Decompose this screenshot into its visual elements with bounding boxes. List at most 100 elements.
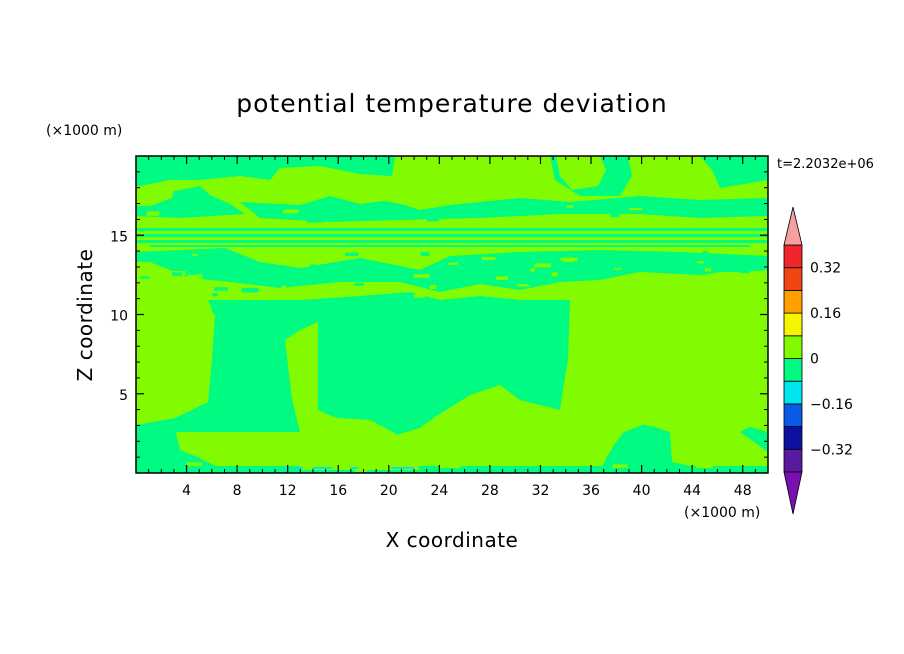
speckle [281, 285, 287, 289]
x-tick-label: 44 [683, 483, 701, 499]
x-axis-label: X coordinate [386, 528, 519, 552]
speckle [534, 263, 551, 268]
speckle [185, 465, 195, 469]
x-axis: 4 8 12 16 20 24 28 32 36 40 44 48 [148, 156, 756, 499]
speckle [608, 213, 612, 217]
speckle [425, 468, 435, 473]
speckle-cyan [396, 467, 405, 469]
region-central-low [136, 292, 580, 440]
speckle [629, 208, 643, 211]
colorbar-over-arrow [783, 206, 803, 246]
region-top-mid [460, 156, 768, 196]
speckle [448, 262, 459, 265]
speckle [140, 276, 150, 279]
speckle [704, 268, 712, 272]
speckle-cyan [318, 467, 327, 469]
speckle [212, 293, 218, 297]
speckle [612, 464, 628, 468]
y-tick-label: 15 [110, 229, 128, 245]
speckle [306, 217, 324, 223]
colorbar-segment [783, 289, 803, 314]
speckle [344, 252, 359, 257]
speckle [354, 282, 364, 286]
speckle [553, 462, 568, 465]
speckle [429, 285, 437, 290]
speckle [420, 252, 430, 257]
x-tick-label: 36 [582, 483, 600, 499]
colorbar-tick-label: 0 [810, 352, 819, 368]
colorbar-segment [783, 403, 803, 427]
patch-left [136, 270, 212, 418]
patch-lower-center2 [440, 392, 505, 468]
colorbar: −0.32 −0.16 0 0.16 0.32 [783, 206, 853, 515]
speckle-cyan [282, 467, 290, 469]
region-top-left [136, 156, 395, 186]
speckle [589, 209, 598, 212]
speckle [635, 209, 647, 212]
speckle-cyan [323, 467, 333, 469]
speckle [495, 276, 509, 280]
colorbar-tick-label: 0.32 [810, 261, 841, 277]
y-axis-label: Z coordinate [73, 249, 97, 382]
y-unit-label: (×1000 m) [46, 123, 122, 139]
stripe-3 [136, 240, 768, 243]
speckle [739, 269, 750, 274]
colorbar-segment [783, 448, 803, 473]
stripe-1 [136, 228, 768, 231]
speckle [424, 465, 434, 469]
speckle [566, 205, 574, 208]
region-lower-left [136, 428, 240, 472]
speckle [241, 287, 259, 293]
speckle [413, 274, 430, 278]
speckle [427, 461, 437, 465]
stripe-2 [136, 234, 768, 237]
patch-lower-right2 [568, 272, 768, 466]
x-tick-label: 20 [380, 483, 398, 499]
colorbar-tick-label: 0.16 [810, 306, 841, 322]
speckle [594, 251, 605, 255]
speckle [517, 284, 530, 287]
patch-top-right [556, 156, 606, 190]
colorbar-segment [783, 335, 803, 359]
speckle [742, 205, 751, 209]
y-axis: 5 10 15 [110, 171, 768, 458]
x-tick-label: 28 [481, 483, 499, 499]
speckle [426, 218, 440, 222]
x-tick-label: 12 [279, 483, 297, 499]
speckle-cyan [312, 467, 319, 469]
y-tick-label: 5 [119, 388, 128, 404]
speckle [414, 293, 426, 298]
patch-rays [330, 176, 480, 206]
colorbar-segment [783, 267, 803, 291]
speckle-cyan [350, 467, 358, 469]
speckle [490, 257, 494, 263]
speckle [428, 271, 436, 275]
speckle [207, 254, 216, 258]
colorbar-under-arrow [783, 471, 803, 515]
x-tick-label: 24 [430, 483, 448, 499]
speckle [563, 259, 575, 262]
speckle [420, 261, 428, 267]
speckle [192, 253, 198, 257]
speckle [697, 261, 704, 264]
colorbar-tick-label: −0.32 [810, 442, 853, 458]
x-tick-label: 8 [233, 483, 242, 499]
x-unit-label: (×1000 m) [684, 505, 760, 521]
speckle [660, 265, 670, 271]
speckle [271, 280, 286, 284]
speckle [136, 270, 140, 275]
speckle-cyan [405, 467, 415, 469]
y-tick-label: 10 [110, 309, 128, 325]
speckle [186, 462, 202, 466]
speckle-cyan [391, 467, 398, 469]
speckle [214, 287, 228, 291]
speckle [310, 264, 316, 270]
speckles [136, 205, 752, 473]
speckle [610, 212, 620, 218]
speckle [445, 206, 453, 211]
speckle [187, 274, 203, 279]
speckle-cyan [293, 467, 303, 469]
patch-band-top [136, 186, 175, 206]
positive-patches [136, 156, 768, 470]
